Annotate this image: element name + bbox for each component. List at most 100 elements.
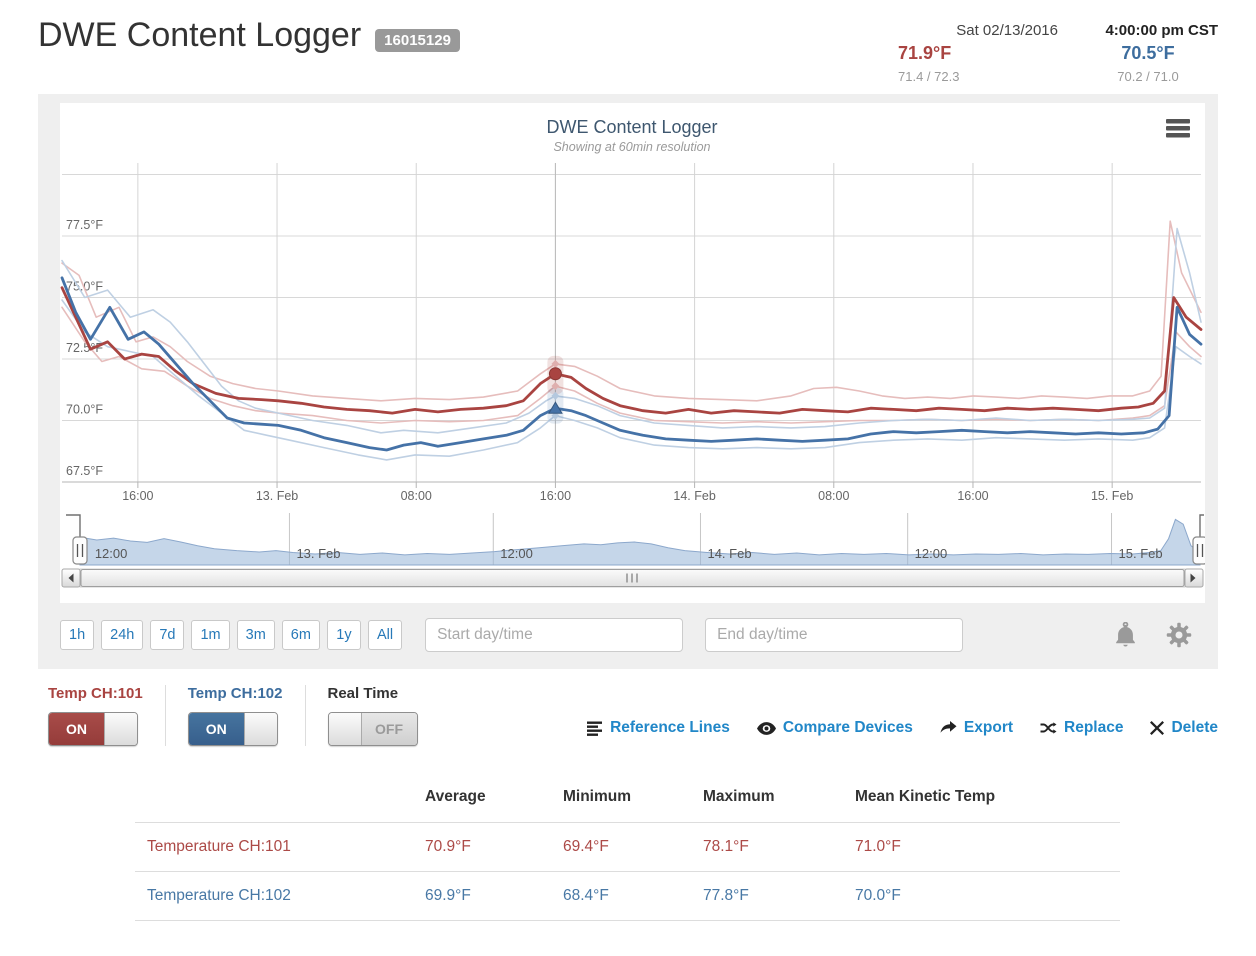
toggle-off-state: OFF [361, 713, 417, 745]
series-name-cell: Temperature CH:102 [135, 871, 413, 921]
stat-value-cell: 71.0°F [843, 822, 1120, 872]
stat-value-cell: 70.0°F [843, 871, 1120, 921]
navigator-label: 15. Feb [1119, 546, 1163, 561]
menu-bar [1166, 126, 1190, 131]
stat-value-cell: 69.4°F [551, 822, 691, 872]
stat-value-cell: 77.8°F [691, 871, 843, 921]
navigator-handle-left[interactable] [72, 536, 88, 565]
handle-grip [72, 536, 88, 565]
stat-value-cell: 68.4°F [551, 871, 691, 921]
hover-marker-ch102[interactable] [548, 401, 563, 414]
scrollbar-thumb[interactable] [80, 569, 1185, 587]
toggle-knob [243, 713, 277, 745]
toggle-switch-real-time[interactable]: OFF [327, 712, 418, 746]
device-id-badge: 16015129 [375, 29, 460, 52]
toggle-on-state: ON [188, 713, 244, 745]
navigator-area[interactable] [79, 518, 1201, 566]
gear-icon[interactable] [1165, 621, 1193, 649]
stat-value-cell: 70.9°F [413, 822, 551, 872]
action-replace[interactable]: Replace [1040, 719, 1123, 737]
band-hover-marker [551, 391, 560, 400]
ch101-current-temp: 71.9°F [898, 43, 952, 63]
shuffle-icon [1040, 721, 1057, 735]
bell-icon[interactable] [1112, 621, 1139, 649]
navigator-label: 12:00 [500, 546, 533, 561]
toggle-on-state: ON [49, 713, 104, 745]
series-temperature-ch-102-min [61, 299, 1202, 461]
range-button-1m[interactable]: 1m [191, 620, 230, 650]
stats-table: Average Minimum Maximum Mean Kinetic Temp T… [135, 774, 1120, 921]
current-time: 4:00:00 pm CST [1105, 22, 1218, 39]
navigator-handle-right[interactable] [1192, 536, 1205, 565]
action-label: Compare Devices [782, 719, 913, 736]
ch102-minmax: 70.2 / 71.0 [1117, 69, 1179, 84]
toggle-group-container: Temp CH:101 ON Temp CH:102 ON Real Time OFF [48, 685, 440, 746]
scrollbar-left-arrow[interactable] [61, 568, 81, 588]
navigator-label: 13. Feb [296, 546, 340, 561]
action-compare-devices[interactable]: Compare Devices [756, 719, 913, 737]
chart-title: DWE Content Logger [546, 117, 717, 137]
chart-menu-icon[interactable] [1166, 119, 1190, 138]
stats-column-header: Minimum [563, 788, 632, 805]
series-temperature-ch-101 [60, 286, 1203, 415]
stat-value-cell: 69.9°F [413, 871, 551, 921]
action-delete[interactable]: Delete [1150, 719, 1218, 737]
x-axis-label: 14. Feb [673, 489, 715, 503]
start-daytime-input[interactable] [425, 618, 684, 652]
chart-panel: 67.5°F 70.0°F 72.5°F 75.0°F 77.5°F 16:00 13. F… [38, 94, 1218, 669]
stats-table-header: Average Minimum Maximum Mean Kinetic Temp [135, 774, 1120, 823]
current-readouts: Sat 02/13/2016 71.9°F 71.4 / 72.3 4:00:0… [898, 16, 1218, 84]
action-export[interactable]: Export [940, 719, 1013, 737]
series-temperature-ch-102-max [61, 227, 1202, 434]
menu-bar [1166, 119, 1190, 124]
toggle-switch-temp-ch-101[interactable]: ON [48, 712, 138, 746]
y-axis-label: 72.5°F [66, 341, 103, 355]
eye-icon [756, 721, 776, 735]
end-daytime-input[interactable] [705, 618, 964, 652]
band-hover-marker [551, 359, 560, 368]
stats-column-header [135, 774, 413, 823]
action-reference-lines[interactable]: Reference Lines [587, 719, 730, 737]
toggle-group-3: Real Time OFF [306, 685, 440, 746]
range-button-1y[interactable]: 1y [326, 620, 361, 650]
export-arrow-icon [940, 721, 957, 735]
series-temperature-ch-101-min [61, 306, 1202, 424]
series-temperature-ch-102 [60, 276, 1203, 452]
temperature-chart[interactable]: 67.5°F 70.0°F 72.5°F 75.0°F 77.5°F 16:00 13. F… [60, 103, 1205, 603]
x-icon [1150, 721, 1165, 735]
table-row: Temperature CH:101 70.9°F 69.4°F 78.1°F 71.0… [135, 822, 1120, 872]
left-arrow-glyph [68, 573, 74, 583]
range-button-6m[interactable]: 6m [281, 620, 320, 650]
navigator-outline-left [66, 514, 81, 537]
band-hover-marker [551, 382, 560, 391]
range-button-24h[interactable]: 24h [101, 620, 144, 650]
page-title: DWE Content Logger [38, 16, 362, 54]
range-button-all[interactable]: All [367, 620, 403, 650]
page-header: DWE Content Logger 16015129 Sat 02/13/20… [0, 0, 1256, 90]
x-axis-label: 08:00 [401, 489, 432, 503]
range-button-group: 1h 24h 7d 1m 3m 6m 1y All [60, 620, 409, 650]
range-button-3m[interactable]: 3m [236, 620, 275, 650]
ch102-current-temp: 70.5°F [1121, 43, 1175, 63]
scrollbar-right-arrow[interactable] [1184, 568, 1204, 588]
series-name-cell: Temperature CH:101 [135, 822, 413, 872]
hover-marker-ch101[interactable] [548, 367, 562, 381]
range-button-7d[interactable]: 7d [150, 620, 185, 650]
toggle-knob [328, 713, 362, 745]
navigator-label: 12:00 [95, 546, 128, 561]
chart-container: 67.5°F 70.0°F 72.5°F 75.0°F 77.5°F 16:00 13. F… [60, 103, 1205, 603]
toggle-label: Temp CH:101 [48, 685, 143, 702]
y-axis-label: 67.5°F [66, 464, 103, 478]
navigator-label: 12:00 [915, 546, 948, 561]
navigator-outline-right [1199, 514, 1204, 537]
action-label: Replace [1064, 719, 1124, 736]
y-axis-label: 70.0°F [66, 403, 103, 417]
x-axis-label: 15. Feb [1091, 489, 1133, 503]
toggle-group-1: Temp CH:101 ON [48, 685, 166, 746]
toggle-switch-temp-ch-102[interactable]: ON [187, 712, 278, 746]
stats-column-header: Mean Kinetic Temp [855, 788, 996, 805]
action-label: Delete [1171, 719, 1218, 736]
right-arrow-glyph [1190, 573, 1196, 583]
range-button-1h[interactable]: 1h [60, 620, 95, 650]
controls-row: Temp CH:101 ON Temp CH:102 ON Real Time OFF R… [0, 669, 1256, 746]
